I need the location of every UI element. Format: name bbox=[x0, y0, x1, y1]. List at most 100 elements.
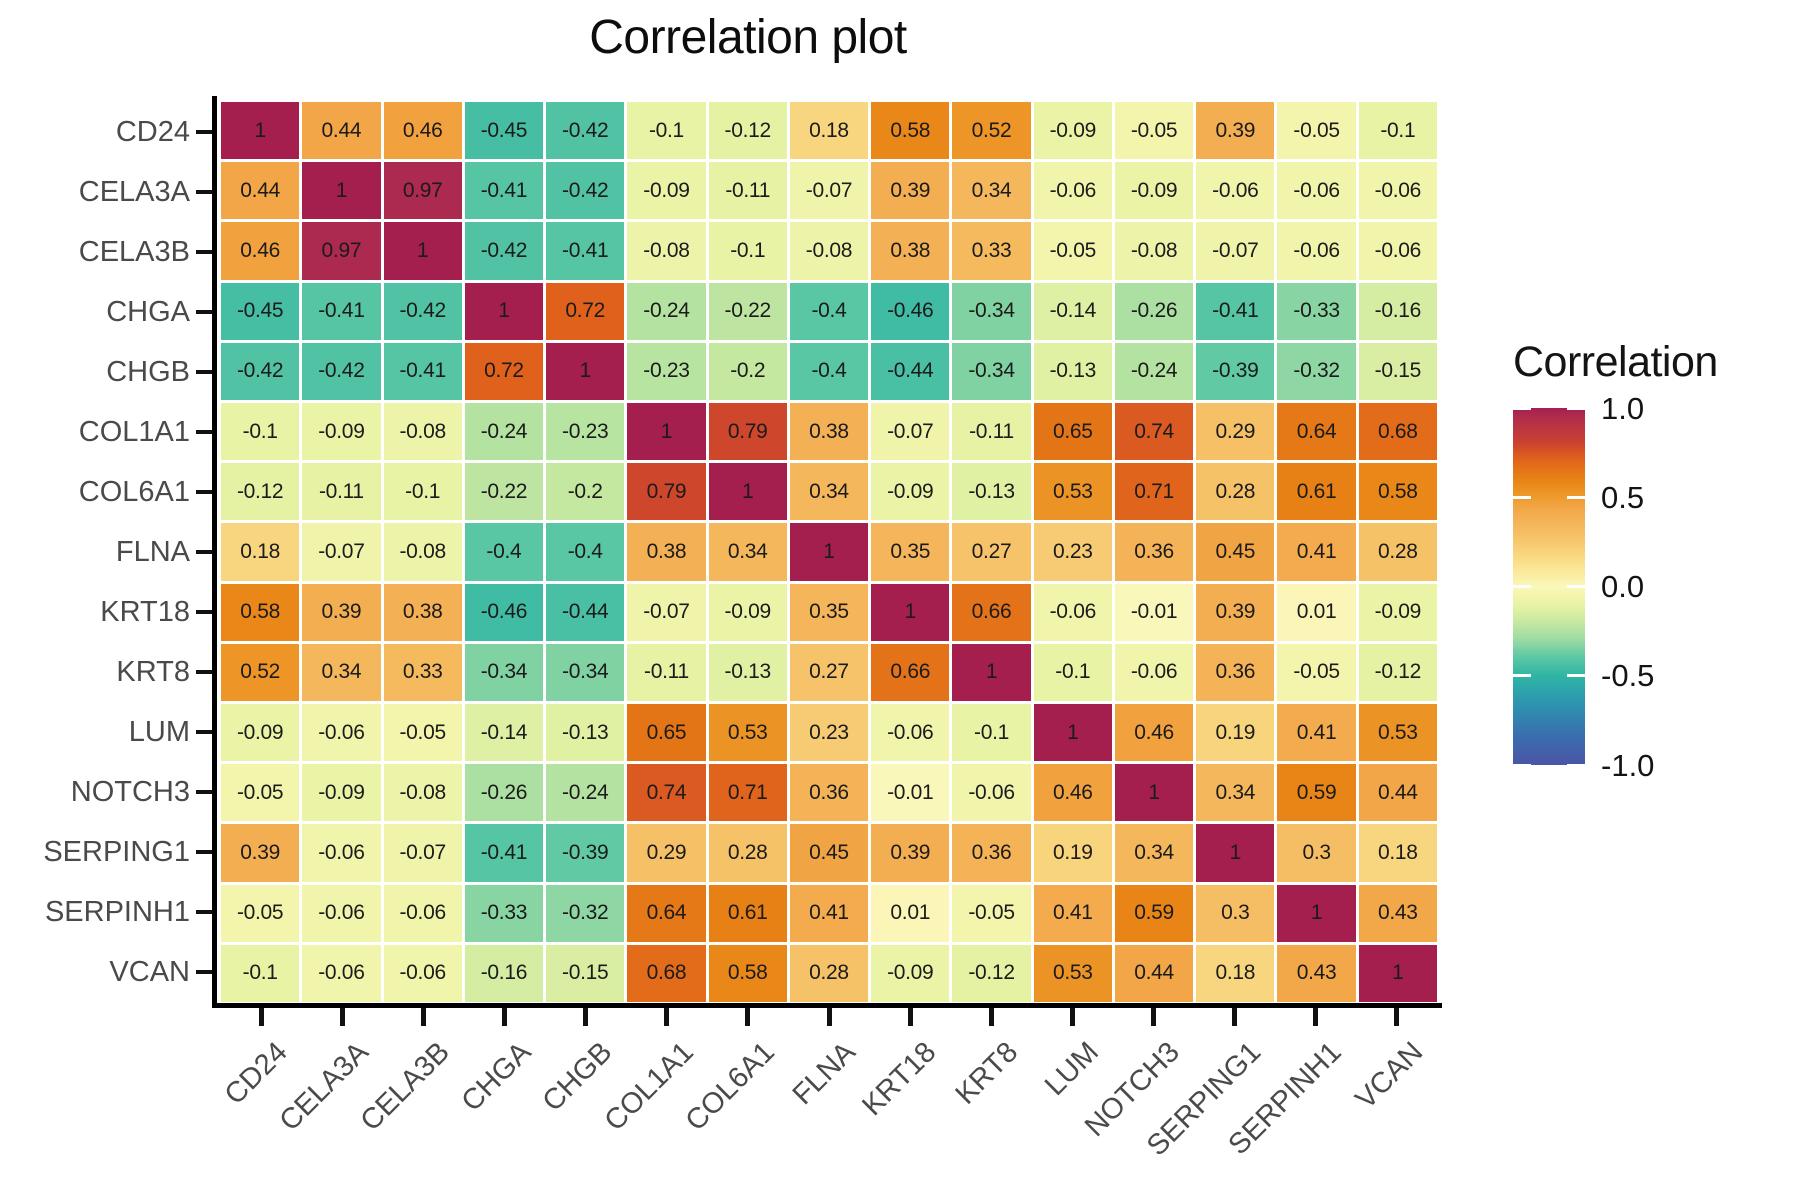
y-axis-label: KRT18 bbox=[100, 595, 190, 628]
y-axis-label: CHGB bbox=[106, 355, 190, 388]
heatmap-cell: 0.36 bbox=[952, 824, 1031, 882]
heatmap-cell: 1 bbox=[1114, 764, 1194, 822]
heatmap-cell: 0.43 bbox=[1277, 944, 1356, 1002]
heatmap-cell: -0.34 bbox=[464, 643, 544, 701]
heatmap-cell: -0.2 bbox=[546, 463, 625, 521]
heatmap-cell: -0.13 bbox=[1033, 342, 1112, 400]
y-axis-label: KRT8 bbox=[116, 655, 190, 688]
heatmap-cell: 0.45 bbox=[789, 824, 869, 882]
heatmap-cell: -0.1 bbox=[952, 704, 1031, 762]
y-axis-label: CD24 bbox=[115, 115, 190, 148]
heatmap-cell: 1 bbox=[1277, 884, 1356, 942]
heatmap-cell: -0.33 bbox=[1277, 282, 1356, 340]
heatmap-cell: -0.44 bbox=[546, 583, 625, 641]
heatmap-cell: -0.06 bbox=[1033, 583, 1112, 641]
heatmap-cell: 0.74 bbox=[627, 764, 706, 822]
heatmap-cell: -0.1 bbox=[221, 403, 300, 461]
heatmap-cell: -0.05 bbox=[1277, 102, 1356, 160]
heatmap-cell: 1 bbox=[952, 643, 1031, 701]
heatmap-cell: -0.45 bbox=[464, 102, 544, 160]
heatmap-cell: 0.28 bbox=[708, 824, 787, 882]
x-axis-label: LUM bbox=[1038, 1036, 1105, 1102]
heatmap-cell: 0.34 bbox=[1196, 764, 1275, 822]
heatmap-cell: -0.05 bbox=[1277, 643, 1356, 701]
heatmap-cell: 0.66 bbox=[952, 583, 1031, 641]
heatmap-cell: -0.42 bbox=[546, 162, 625, 220]
y-axis-label: COL6A1 bbox=[78, 475, 190, 508]
heatmap-cell: -0.08 bbox=[627, 222, 706, 280]
heatmap-cell: 0.33 bbox=[383, 643, 462, 701]
heatmap-cell: -0.42 bbox=[302, 342, 381, 400]
x-axis-tick bbox=[421, 1008, 427, 1026]
heatmap-grid: 1 0.44 0.46 -0.45 -0.42 -0.1 -0.12 0.18 0.58 0.52… bbox=[221, 102, 1437, 1002]
y-axis-label: CELA3B bbox=[78, 235, 190, 268]
heatmap-cell: 0.18 bbox=[1196, 944, 1275, 1002]
heatmap-cell: -0.1 bbox=[1358, 102, 1437, 160]
legend-tick-notch bbox=[1567, 495, 1585, 499]
x-axis-tick bbox=[907, 1008, 913, 1026]
legend-tick-notch bbox=[1567, 408, 1585, 410]
heatmap-cell: 1 bbox=[789, 523, 869, 581]
heatmap-cell: -0.09 bbox=[627, 162, 706, 220]
y-axis-tick bbox=[196, 550, 212, 554]
heatmap-cell: -0.07 bbox=[302, 523, 381, 581]
heatmap-cell: 0.59 bbox=[1277, 764, 1356, 822]
heatmap-cell: 0.39 bbox=[1196, 583, 1275, 641]
heatmap-cell: -0.06 bbox=[1277, 162, 1356, 220]
heatmap-cell: -0.13 bbox=[952, 463, 1031, 521]
heatmap-cell: 0.41 bbox=[789, 884, 869, 942]
x-axis-tick bbox=[259, 1008, 265, 1026]
heatmap-cell: 0.41 bbox=[1277, 523, 1356, 581]
legend-tick-notch bbox=[1513, 495, 1531, 499]
heatmap-cell: -0.09 bbox=[871, 463, 950, 521]
x-axis-label: VCAN bbox=[1349, 1036, 1430, 1116]
y-axis-tick bbox=[196, 850, 212, 854]
heatmap-cell: 0.36 bbox=[1196, 643, 1275, 701]
heatmap-cell: -0.26 bbox=[1114, 282, 1194, 340]
heatmap-cell: 0.59 bbox=[1114, 884, 1194, 942]
heatmap-cell: -0.41 bbox=[546, 222, 625, 280]
heatmap-cell: -0.06 bbox=[1358, 162, 1437, 220]
heatmap-cell: 0.41 bbox=[1033, 884, 1112, 942]
heatmap-cell: 0.23 bbox=[1033, 523, 1112, 581]
heatmap-cell: -0.11 bbox=[627, 643, 706, 701]
x-axis-label: KRT8 bbox=[949, 1036, 1024, 1111]
heatmap-cell: 0.46 bbox=[383, 102, 462, 160]
heatmap-cell: 0.66 bbox=[871, 643, 950, 701]
y-axis-tick bbox=[196, 430, 212, 434]
x-axis-label: CHGA bbox=[455, 1036, 538, 1118]
heatmap-cell: 0.44 bbox=[302, 102, 381, 160]
heatmap-cell: -0.23 bbox=[546, 403, 625, 461]
heatmap-cell: 0.29 bbox=[1196, 403, 1275, 461]
heatmap-cell: 0.19 bbox=[1196, 704, 1275, 762]
legend-tick-notch bbox=[1513, 674, 1531, 678]
heatmap-cell: 0.79 bbox=[708, 403, 787, 461]
heatmap-cell: -0.12 bbox=[952, 944, 1031, 1002]
heatmap-cell: 0.43 bbox=[1358, 884, 1437, 942]
heatmap-cell: -0.45 bbox=[221, 282, 300, 340]
heatmap-cell: 0.79 bbox=[627, 463, 706, 521]
heatmap-cell: -0.06 bbox=[871, 704, 950, 762]
heatmap-cell: 0.74 bbox=[1114, 403, 1194, 461]
heatmap-cell: 0.53 bbox=[1033, 944, 1112, 1002]
heatmap-cell: -0.23 bbox=[627, 342, 706, 400]
heatmap-cell: 0.65 bbox=[1033, 403, 1112, 461]
heatmap-cell: 1 bbox=[627, 403, 706, 461]
heatmap-cell: 0.23 bbox=[789, 704, 869, 762]
legend-tick-label: 1.0 bbox=[1601, 390, 1645, 426]
heatmap-cell: 0.34 bbox=[789, 463, 869, 521]
x-axis-label: CD24 bbox=[219, 1036, 295, 1112]
heatmap-cell: -0.24 bbox=[1114, 342, 1194, 400]
heatmap-cell: -0.09 bbox=[221, 704, 300, 762]
heatmap-cell: -0.46 bbox=[464, 583, 544, 641]
heatmap-cell: -0.11 bbox=[952, 403, 1031, 461]
heatmap-cell: -0.05 bbox=[221, 884, 300, 942]
x-axis-line bbox=[212, 1003, 1442, 1008]
y-axis-tick bbox=[196, 730, 212, 734]
heatmap-cell: -0.07 bbox=[871, 403, 950, 461]
heatmap-cell: -0.22 bbox=[708, 282, 787, 340]
heatmap-cell: 0.97 bbox=[302, 222, 381, 280]
heatmap-cell: 0.29 bbox=[627, 824, 706, 882]
heatmap-cell: 0.39 bbox=[871, 824, 950, 882]
heatmap-cell: 0.65 bbox=[627, 704, 706, 762]
